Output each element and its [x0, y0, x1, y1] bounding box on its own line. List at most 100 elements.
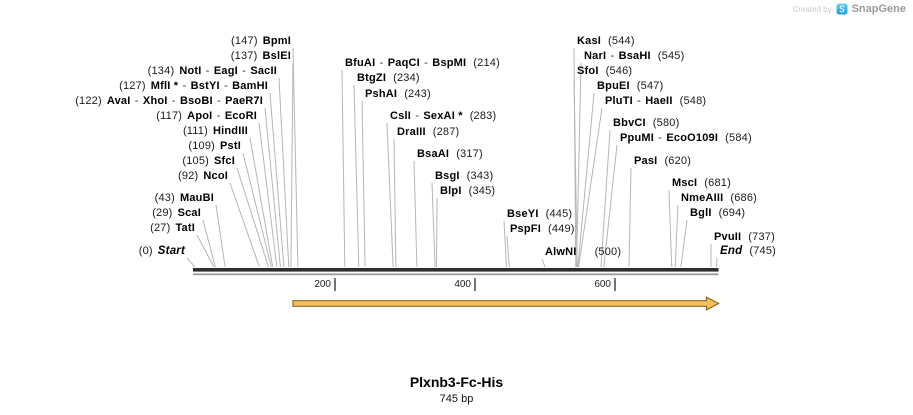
- leader-line: [229, 182, 260, 268]
- sequence-line: [193, 268, 719, 272]
- site-position: (122): [75, 95, 102, 107]
- leader-line: [506, 235, 510, 268]
- leader-line: [541, 258, 546, 268]
- site-position: (343): [466, 170, 494, 182]
- leader-line: [576, 62, 582, 268]
- enzyme-name: AvaI: [106, 95, 131, 107]
- restriction-site-label: (134) NotI - EagI - SacII: [148, 65, 277, 78]
- leader-line: [196, 234, 215, 268]
- restriction-site-label: (122) AvaI - XhoI - BsoBI - PaeR7I: [75, 95, 263, 108]
- site-position: (287): [432, 126, 460, 138]
- enzyme-name: BpuEI: [597, 80, 630, 92]
- enzyme-name: MscI: [672, 177, 698, 189]
- site-position: (686): [730, 192, 758, 204]
- restriction-site-label: (117) ApoI - EcoRI: [156, 110, 257, 123]
- leader-line: [292, 47, 299, 268]
- site-position: (745): [749, 245, 777, 257]
- restriction-site-label: CslI - SexAI * (283): [390, 110, 496, 123]
- site-position: (117): [156, 110, 183, 122]
- site-position: (547): [636, 80, 664, 92]
- enzyme-name: BsoBI: [179, 95, 213, 107]
- leader-line: [573, 77, 578, 268]
- site-position: (544): [608, 35, 635, 47]
- restriction-site-label: (29) ScaI: [152, 207, 201, 220]
- site-name-separator: -: [168, 95, 179, 107]
- enzyme-name: PshAI: [365, 88, 398, 100]
- enzyme-name: BtgZI: [357, 72, 387, 84]
- restriction-site-label: (147) BpmI: [231, 35, 291, 48]
- site-position: (147): [231, 35, 258, 47]
- site-position: (584): [725, 132, 752, 144]
- enzyme-name: BfuAI: [345, 57, 376, 69]
- enzyme-name: BslEI: [262, 50, 291, 62]
- enzyme-name: PspFI: [510, 223, 541, 235]
- restriction-site-label: PasI (620): [634, 155, 691, 168]
- leader-line: [578, 107, 603, 268]
- enzyme-name: SacII: [250, 65, 277, 77]
- enzyme-name: HaeII: [645, 95, 673, 107]
- enzyme-name: MflI *: [150, 80, 179, 92]
- sequence-title: Plxnb3-Fc-His: [409, 374, 504, 390]
- restriction-site-label: (92) NcoI: [178, 170, 228, 183]
- leader-line: [386, 122, 394, 268]
- leader-line: [269, 92, 285, 268]
- leader-line: [264, 107, 281, 268]
- enzyme-name: BseYI: [507, 208, 539, 220]
- restriction-site-label: BglI (694): [690, 207, 745, 220]
- leader-line: [393, 138, 397, 268]
- site-position: (127): [119, 80, 146, 92]
- site-position: (545): [657, 50, 685, 62]
- enzyme-name: AlwNI: [545, 246, 577, 258]
- enzyme-name: BamHI: [232, 80, 268, 92]
- site-position: (214): [473, 57, 500, 69]
- enzyme-name: EcoO109I: [666, 132, 719, 144]
- leader-line: [341, 69, 346, 268]
- leader-line: [249, 137, 274, 268]
- site-position: (345): [468, 185, 496, 197]
- enzyme-name: BsaHI: [618, 50, 651, 62]
- enzyme-name: ScaI: [177, 207, 201, 219]
- leader-line: [361, 100, 366, 268]
- site-position: (548): [679, 95, 707, 107]
- leader-line: [290, 62, 294, 268]
- leader-line: [577, 92, 595, 268]
- restriction-site-label: BsaAI (317): [417, 148, 483, 161]
- sequence-length: 745 bp: [439, 393, 474, 405]
- site-position: (43): [154, 192, 175, 204]
- enzyme-name: PaeR7I: [225, 95, 263, 107]
- enzyme-name: PpuMI: [620, 132, 654, 144]
- restriction-site-label: BsgI (343): [435, 170, 493, 183]
- restriction-site-label: BlpI (345): [440, 185, 495, 198]
- site-name-separator: -: [220, 80, 232, 92]
- leader-line: [202, 219, 216, 268]
- site-position: (694): [718, 207, 746, 219]
- site-position: (580): [652, 117, 680, 129]
- enzyme-name: SfoI: [577, 65, 599, 77]
- enzyme-name: PasI: [634, 155, 658, 167]
- restriction-site-label: PspFI (449): [510, 223, 575, 236]
- site-position: (92): [177, 170, 199, 182]
- enzyme-name: NmeAIII: [681, 192, 724, 204]
- enzyme-name: NcoI: [203, 170, 228, 182]
- ruler-tick-label: 600: [594, 279, 611, 290]
- restriction-site-label: DraIII (287): [397, 126, 459, 139]
- restriction-site-label: KasI (544): [577, 35, 635, 48]
- ruler-tick-label: 400: [454, 279, 471, 290]
- leader-line: [674, 204, 679, 268]
- enzyme-name: NarI: [584, 50, 607, 62]
- site-name-separator: -: [607, 50, 618, 62]
- enzyme-name: DraIII: [397, 126, 426, 138]
- leader-line: [215, 204, 226, 268]
- restriction-site-label: BpuEI (547): [597, 80, 663, 93]
- created-by-text: Created by: [792, 4, 832, 14]
- enzyme-name: EcoRI: [224, 110, 257, 122]
- site-name-separator: -: [420, 57, 432, 69]
- site-position: (137): [230, 50, 258, 62]
- enzyme-name: ApoI: [187, 110, 213, 122]
- leader-line: [503, 220, 507, 268]
- restriction-site-label: PluTI - HaeII (548): [605, 95, 706, 108]
- site-name-separator: -: [411, 110, 423, 122]
- site-name-separator: -: [179, 80, 190, 92]
